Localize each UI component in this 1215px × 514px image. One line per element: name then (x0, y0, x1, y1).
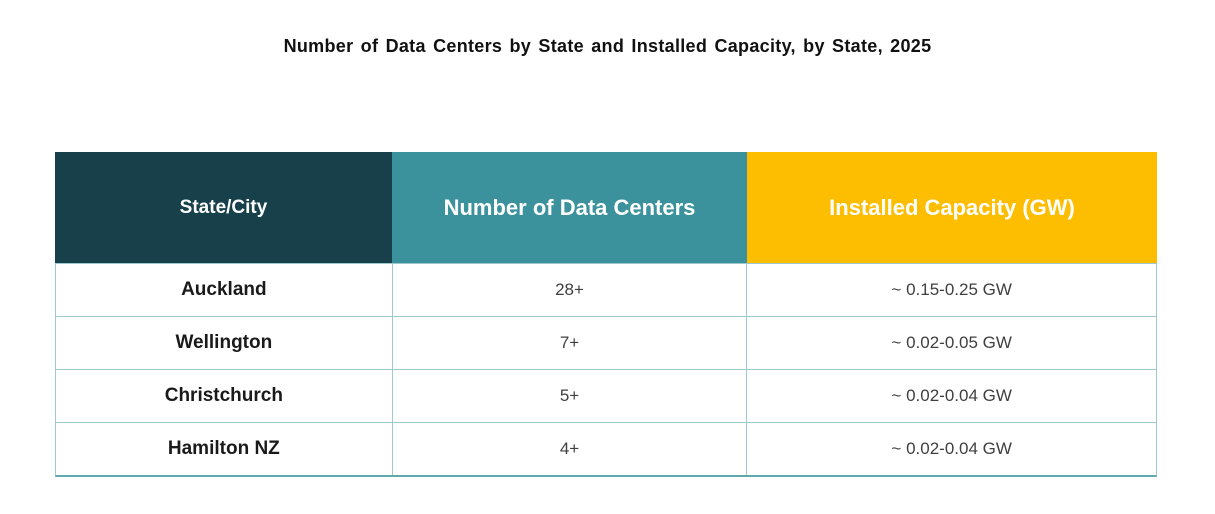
data-centers-table: State/City Number of Data Centers Instal… (55, 152, 1157, 477)
page-title: Number of Data Centers by State and Inst… (283, 36, 932, 56)
cell-state: Christchurch (56, 370, 393, 422)
cell-state: Hamilton NZ (56, 423, 393, 475)
column-header-number-of-data-centers: Number of Data Centers (392, 152, 747, 263)
table-row-hamilton-nz: Hamilton NZ 4+ ~ 0.02-0.04 GW (56, 423, 1156, 475)
cell-capacity: ~ 0.02-0.05 GW (891, 333, 1012, 352)
column-header-state-city: State/City (55, 152, 392, 263)
cell-count: 7+ (393, 317, 748, 369)
cell-state: Auckland (56, 264, 393, 316)
cell-count: 5+ (393, 370, 748, 422)
table-header-row: State/City Number of Data Centers Instal… (55, 152, 1157, 263)
cell-count: 28+ (393, 264, 748, 316)
cell-capacity: ~ 0.02-0.04 GW (891, 386, 1012, 405)
table-row-wellington: Wellington 7+ ~ 0.02-0.05 GW (56, 317, 1156, 370)
cell-capacity: ~ 0.02-0.04 GW (891, 439, 1012, 458)
table-row-auckland: Auckland 28+ ~ 0.15-0.25 GW (56, 264, 1156, 317)
cell-state: Wellington (56, 317, 393, 369)
table-row-christchurch: Christchurch 5+ ~ 0.02-0.04 GW (56, 370, 1156, 423)
column-header-installed-capacity: Installed Capacity (GW) (747, 152, 1157, 263)
cell-capacity: ~ 0.15-0.25 GW (891, 280, 1012, 299)
table-body: Auckland 28+ ~ 0.15-0.25 GW Wellington 7… (55, 263, 1157, 477)
cell-count: 4+ (393, 423, 748, 475)
